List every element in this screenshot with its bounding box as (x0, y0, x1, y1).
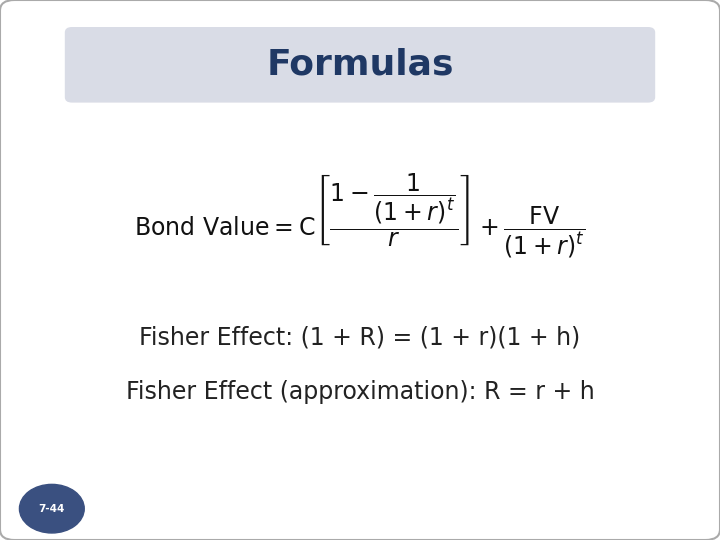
Text: Fisher Effect (approximation): R = r + h: Fisher Effect (approximation): R = r + h (125, 380, 595, 403)
Circle shape (19, 484, 84, 533)
FancyBboxPatch shape (65, 27, 655, 103)
Text: 7-44: 7-44 (39, 504, 65, 514)
Text: Fisher Effect: (1 + R) = (1 + r)(1 + h): Fisher Effect: (1 + R) = (1 + r)(1 + h) (140, 326, 580, 349)
Text: $\mathrm{Bond\ Value} = \mathrm{C}\left[\dfrac{1 - \dfrac{1}{(1+r)^t}}{r}\right]: $\mathrm{Bond\ Value} = \mathrm{C}\left[… (135, 172, 585, 260)
Text: Formulas: Formulas (266, 48, 454, 81)
